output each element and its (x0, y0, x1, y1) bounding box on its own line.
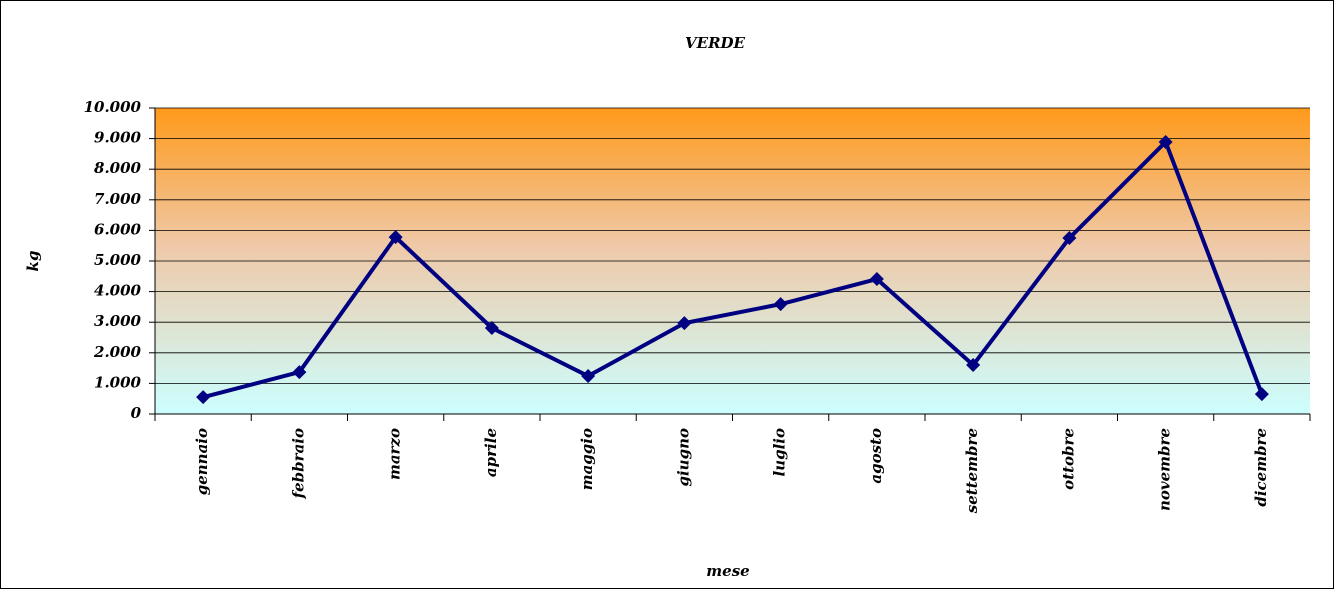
marker (1158, 134, 1173, 149)
y-tick-label: 4.000 (94, 282, 142, 300)
marker (869, 272, 884, 287)
y-tick-label: 0 (131, 404, 142, 422)
marker (677, 316, 692, 331)
x-tick-label: gennaio (193, 428, 211, 495)
x-tick-label: dicembre (1252, 428, 1270, 507)
y-tick-label: 3.000 (94, 312, 142, 330)
marker (196, 390, 211, 405)
x-tick-label: ottobre (1059, 428, 1077, 490)
marker (581, 369, 596, 384)
x-tick-label: giugno (674, 428, 692, 487)
x-tick-label: settembre (963, 428, 981, 513)
marker (484, 321, 499, 336)
marker (773, 297, 788, 312)
x-tick-label: agosto (867, 428, 885, 484)
x-tick-label: luglio (771, 428, 789, 477)
y-tick-label: 1.000 (94, 373, 142, 391)
x-axis-title: mese (706, 562, 749, 580)
marker (966, 358, 981, 373)
line (202, 139, 1264, 400)
y-tick-label: 2.000 (93, 343, 142, 361)
x-tick-label: novembre (1156, 428, 1174, 511)
x-tick-label: maggio (578, 428, 596, 490)
y-tick-label: 9.000 (94, 129, 142, 147)
marker (1254, 387, 1269, 402)
y-tick-label: 5.000 (94, 251, 142, 269)
y-tick-label: 7.000 (94, 190, 142, 208)
y-tick-label: 6.000 (94, 220, 142, 238)
chart-title: VERDE (685, 34, 746, 52)
y-axis-title: kg (24, 251, 42, 272)
marker (1062, 231, 1077, 246)
y-tick-label: 8.000 (94, 159, 142, 177)
x-tick-label: marzo (386, 428, 404, 480)
x-tick-label: aprile (482, 428, 500, 477)
x-tick-label: febbraio (289, 428, 307, 499)
marker (292, 365, 307, 380)
y-tick-label: 10.000 (84, 98, 142, 116)
marker (388, 230, 403, 245)
